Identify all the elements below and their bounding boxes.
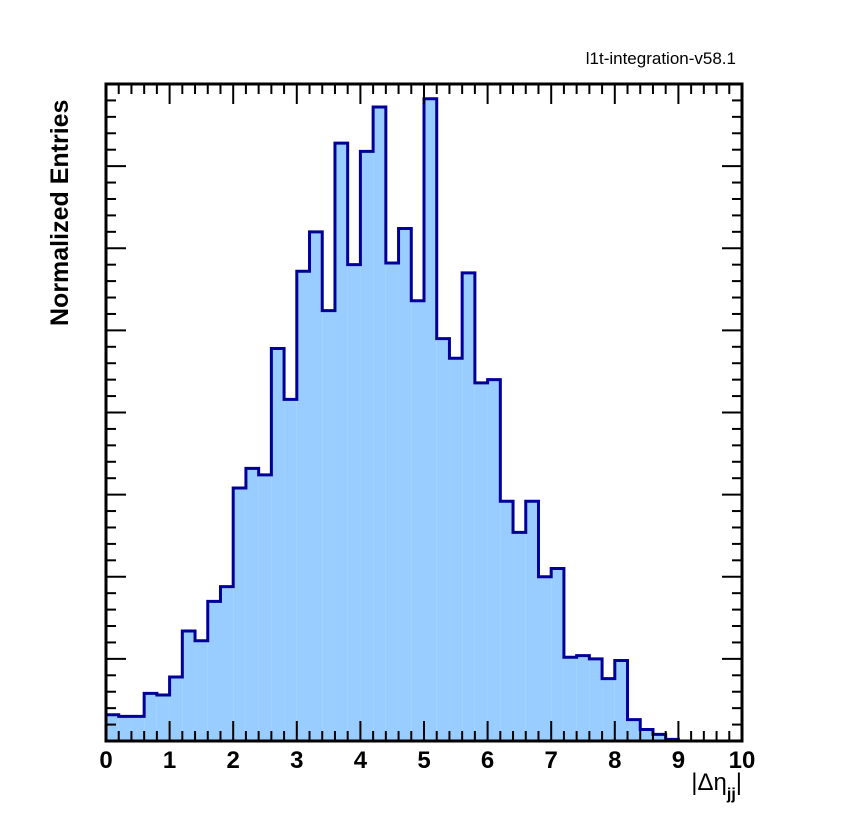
- histogram-bin: [245, 468, 259, 741]
- histogram-bin: [271, 348, 285, 741]
- histogram-bin: [207, 601, 221, 741]
- x-axis-label-prefix: |Δη: [691, 769, 727, 796]
- x-tick-labels: 0 1 2 3 4 5 6 7 8 9 10: [99, 747, 755, 774]
- chart-tag: l1t-integration-v58.1: [586, 49, 736, 68]
- histogram-bin: [398, 228, 412, 742]
- x-tick-label: 10: [729, 747, 756, 774]
- histogram-bin: [258, 474, 272, 741]
- histogram-bin: [118, 716, 132, 741]
- histogram-bin: [220, 586, 234, 741]
- x-tick-label: 7: [545, 747, 558, 774]
- histogram-bin: [551, 568, 564, 741]
- histogram-bin: [487, 379, 501, 741]
- y-axis-label: Normalized Entries: [46, 100, 74, 326]
- x-tick-label: 1: [163, 747, 176, 774]
- histogram-bin: [284, 399, 297, 741]
- histogram-bin: [640, 729, 653, 741]
- x-tick-label: 4: [354, 747, 368, 774]
- histogram-bin: [449, 358, 463, 741]
- histogram-bin: [614, 660, 628, 741]
- x-tick-label: 8: [608, 747, 621, 774]
- x-axis-label: |Δηjj|: [691, 769, 742, 803]
- histogram-bin: [156, 695, 170, 741]
- histogram-bin: [131, 716, 145, 741]
- histogram-bin: [474, 382, 488, 741]
- histogram-bin: [424, 98, 437, 742]
- x-axis-label-suffix: |: [736, 769, 742, 796]
- histogram-bin: [334, 143, 348, 741]
- histogram-bin: [513, 532, 526, 741]
- histogram-bin: [347, 264, 361, 741]
- histogram-bin: [233, 488, 246, 741]
- histogram-bin: [195, 640, 208, 741]
- histogram-bin: [385, 263, 399, 741]
- x-axis-label-subscript: jj: [726, 786, 736, 803]
- histogram-bin: [563, 657, 577, 741]
- histogram-bin: [602, 678, 615, 741]
- histogram-bin: [182, 630, 196, 741]
- plot-area: [104, 97, 742, 743]
- x-tick-label: 6: [481, 747, 494, 774]
- histogram-bin: [627, 719, 641, 741]
- histogram-bin: [296, 271, 310, 741]
- histogram-bin: [462, 272, 475, 741]
- histogram-bin: [538, 576, 552, 741]
- histogram-bin: [106, 714, 119, 741]
- histogram-bin: [589, 658, 603, 741]
- histogram-bin: [525, 501, 539, 741]
- histogram-bin: [652, 734, 666, 741]
- x-tick-label: 2: [227, 747, 240, 774]
- x-tick-label: 9: [672, 747, 685, 774]
- histogram-bin: [576, 655, 590, 741]
- histogram-bin: [373, 106, 386, 742]
- histogram-bin: [411, 300, 424, 741]
- x-tick-label: 3: [290, 747, 303, 774]
- histogram-outline: [104, 97, 742, 743]
- histogram-bin: [309, 231, 323, 741]
- x-tick-label: 5: [417, 747, 430, 774]
- histogram-bin: [322, 310, 335, 741]
- histogram-bin: [169, 676, 183, 741]
- axis-ticks: [105, 83, 743, 742]
- x-tick-label: 0: [99, 747, 112, 774]
- histogram-bin: [500, 501, 514, 741]
- histogram-bin: [360, 151, 374, 741]
- histogram-bin: [144, 693, 157, 741]
- histogram-bin: [436, 338, 450, 741]
